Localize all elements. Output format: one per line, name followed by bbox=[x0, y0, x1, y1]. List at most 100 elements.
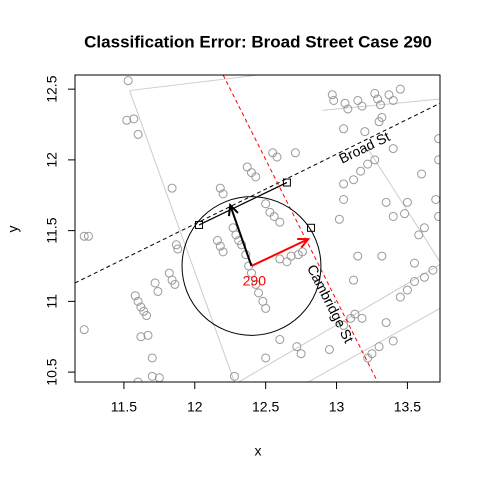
point bbox=[147, 353, 157, 363]
point bbox=[434, 211, 440, 221]
y-tick-label: 10.5 bbox=[44, 358, 60, 385]
point bbox=[375, 100, 385, 110]
point bbox=[215, 183, 225, 193]
point bbox=[261, 199, 271, 209]
point bbox=[373, 94, 383, 104]
point bbox=[353, 95, 363, 105]
point bbox=[350, 309, 360, 319]
x-tick-label: 12.5 bbox=[252, 399, 279, 415]
point bbox=[282, 257, 292, 267]
x-tick-label: 11.5 bbox=[111, 399, 137, 415]
annotation: 290 bbox=[243, 272, 267, 288]
point bbox=[251, 279, 261, 289]
point bbox=[269, 211, 279, 221]
point bbox=[381, 197, 391, 207]
point bbox=[349, 275, 359, 285]
point bbox=[286, 251, 296, 261]
point bbox=[339, 194, 349, 204]
point bbox=[343, 104, 353, 114]
point bbox=[298, 247, 308, 257]
point bbox=[374, 117, 384, 127]
point bbox=[428, 265, 438, 275]
point bbox=[212, 236, 222, 246]
road bbox=[238, 264, 440, 382]
point bbox=[133, 296, 143, 306]
point bbox=[229, 371, 239, 381]
point bbox=[136, 332, 146, 342]
point bbox=[329, 95, 339, 105]
point bbox=[388, 95, 398, 105]
point bbox=[251, 172, 261, 182]
point bbox=[388, 211, 398, 221]
point bbox=[296, 349, 306, 359]
point bbox=[388, 144, 398, 154]
x-tick-label: 13 bbox=[329, 399, 345, 415]
point bbox=[353, 251, 363, 261]
point bbox=[357, 101, 367, 111]
annotation: Cambridge St bbox=[304, 262, 357, 346]
point bbox=[142, 311, 152, 321]
point bbox=[130, 291, 140, 301]
arrow-head bbox=[227, 202, 239, 217]
street-line bbox=[75, 102, 440, 284]
point bbox=[388, 336, 398, 346]
annotation: Broad St bbox=[336, 128, 392, 166]
y-tick-label: 11.5 bbox=[44, 217, 60, 243]
point bbox=[167, 183, 177, 193]
y-tick-label: 11 bbox=[44, 294, 60, 309]
arrow bbox=[251, 238, 309, 267]
point bbox=[154, 373, 164, 382]
circle bbox=[181, 196, 322, 336]
point bbox=[292, 342, 302, 352]
point bbox=[414, 230, 424, 240]
point bbox=[133, 377, 143, 382]
point bbox=[381, 318, 391, 328]
point bbox=[339, 179, 349, 189]
point bbox=[79, 325, 89, 335]
square-marker bbox=[307, 223, 316, 232]
segment bbox=[198, 181, 288, 226]
point bbox=[150, 278, 160, 288]
point bbox=[79, 231, 89, 241]
point bbox=[434, 134, 440, 144]
point bbox=[402, 197, 412, 207]
y-axis-label: y bbox=[5, 226, 21, 233]
point bbox=[143, 330, 153, 340]
plot-frame bbox=[74, 74, 441, 383]
point bbox=[370, 155, 380, 165]
point bbox=[417, 169, 427, 179]
square-marker bbox=[195, 220, 204, 229]
point bbox=[384, 90, 394, 100]
point bbox=[242, 162, 252, 172]
point bbox=[218, 189, 228, 199]
point bbox=[402, 285, 412, 295]
road bbox=[367, 148, 440, 263]
point bbox=[147, 371, 157, 381]
point bbox=[363, 159, 373, 169]
point bbox=[237, 240, 247, 250]
point bbox=[171, 240, 181, 250]
point bbox=[254, 288, 264, 298]
chart-title: Classification Error: Broad Street Case … bbox=[84, 32, 432, 51]
point bbox=[272, 152, 282, 162]
point bbox=[434, 155, 440, 165]
point bbox=[83, 231, 93, 241]
point bbox=[374, 342, 384, 352]
point bbox=[360, 127, 370, 137]
plot-area bbox=[75, 75, 440, 382]
point bbox=[419, 272, 429, 282]
point bbox=[419, 223, 429, 233]
arrow-head bbox=[297, 238, 311, 249]
x-axis-label: x bbox=[255, 443, 262, 459]
point bbox=[400, 209, 410, 219]
road bbox=[129, 90, 235, 382]
point bbox=[275, 217, 285, 227]
road bbox=[307, 307, 440, 382]
point bbox=[327, 90, 337, 100]
point bbox=[129, 114, 139, 124]
point bbox=[122, 115, 132, 125]
point bbox=[356, 166, 366, 176]
point bbox=[261, 303, 271, 313]
point bbox=[349, 175, 359, 185]
